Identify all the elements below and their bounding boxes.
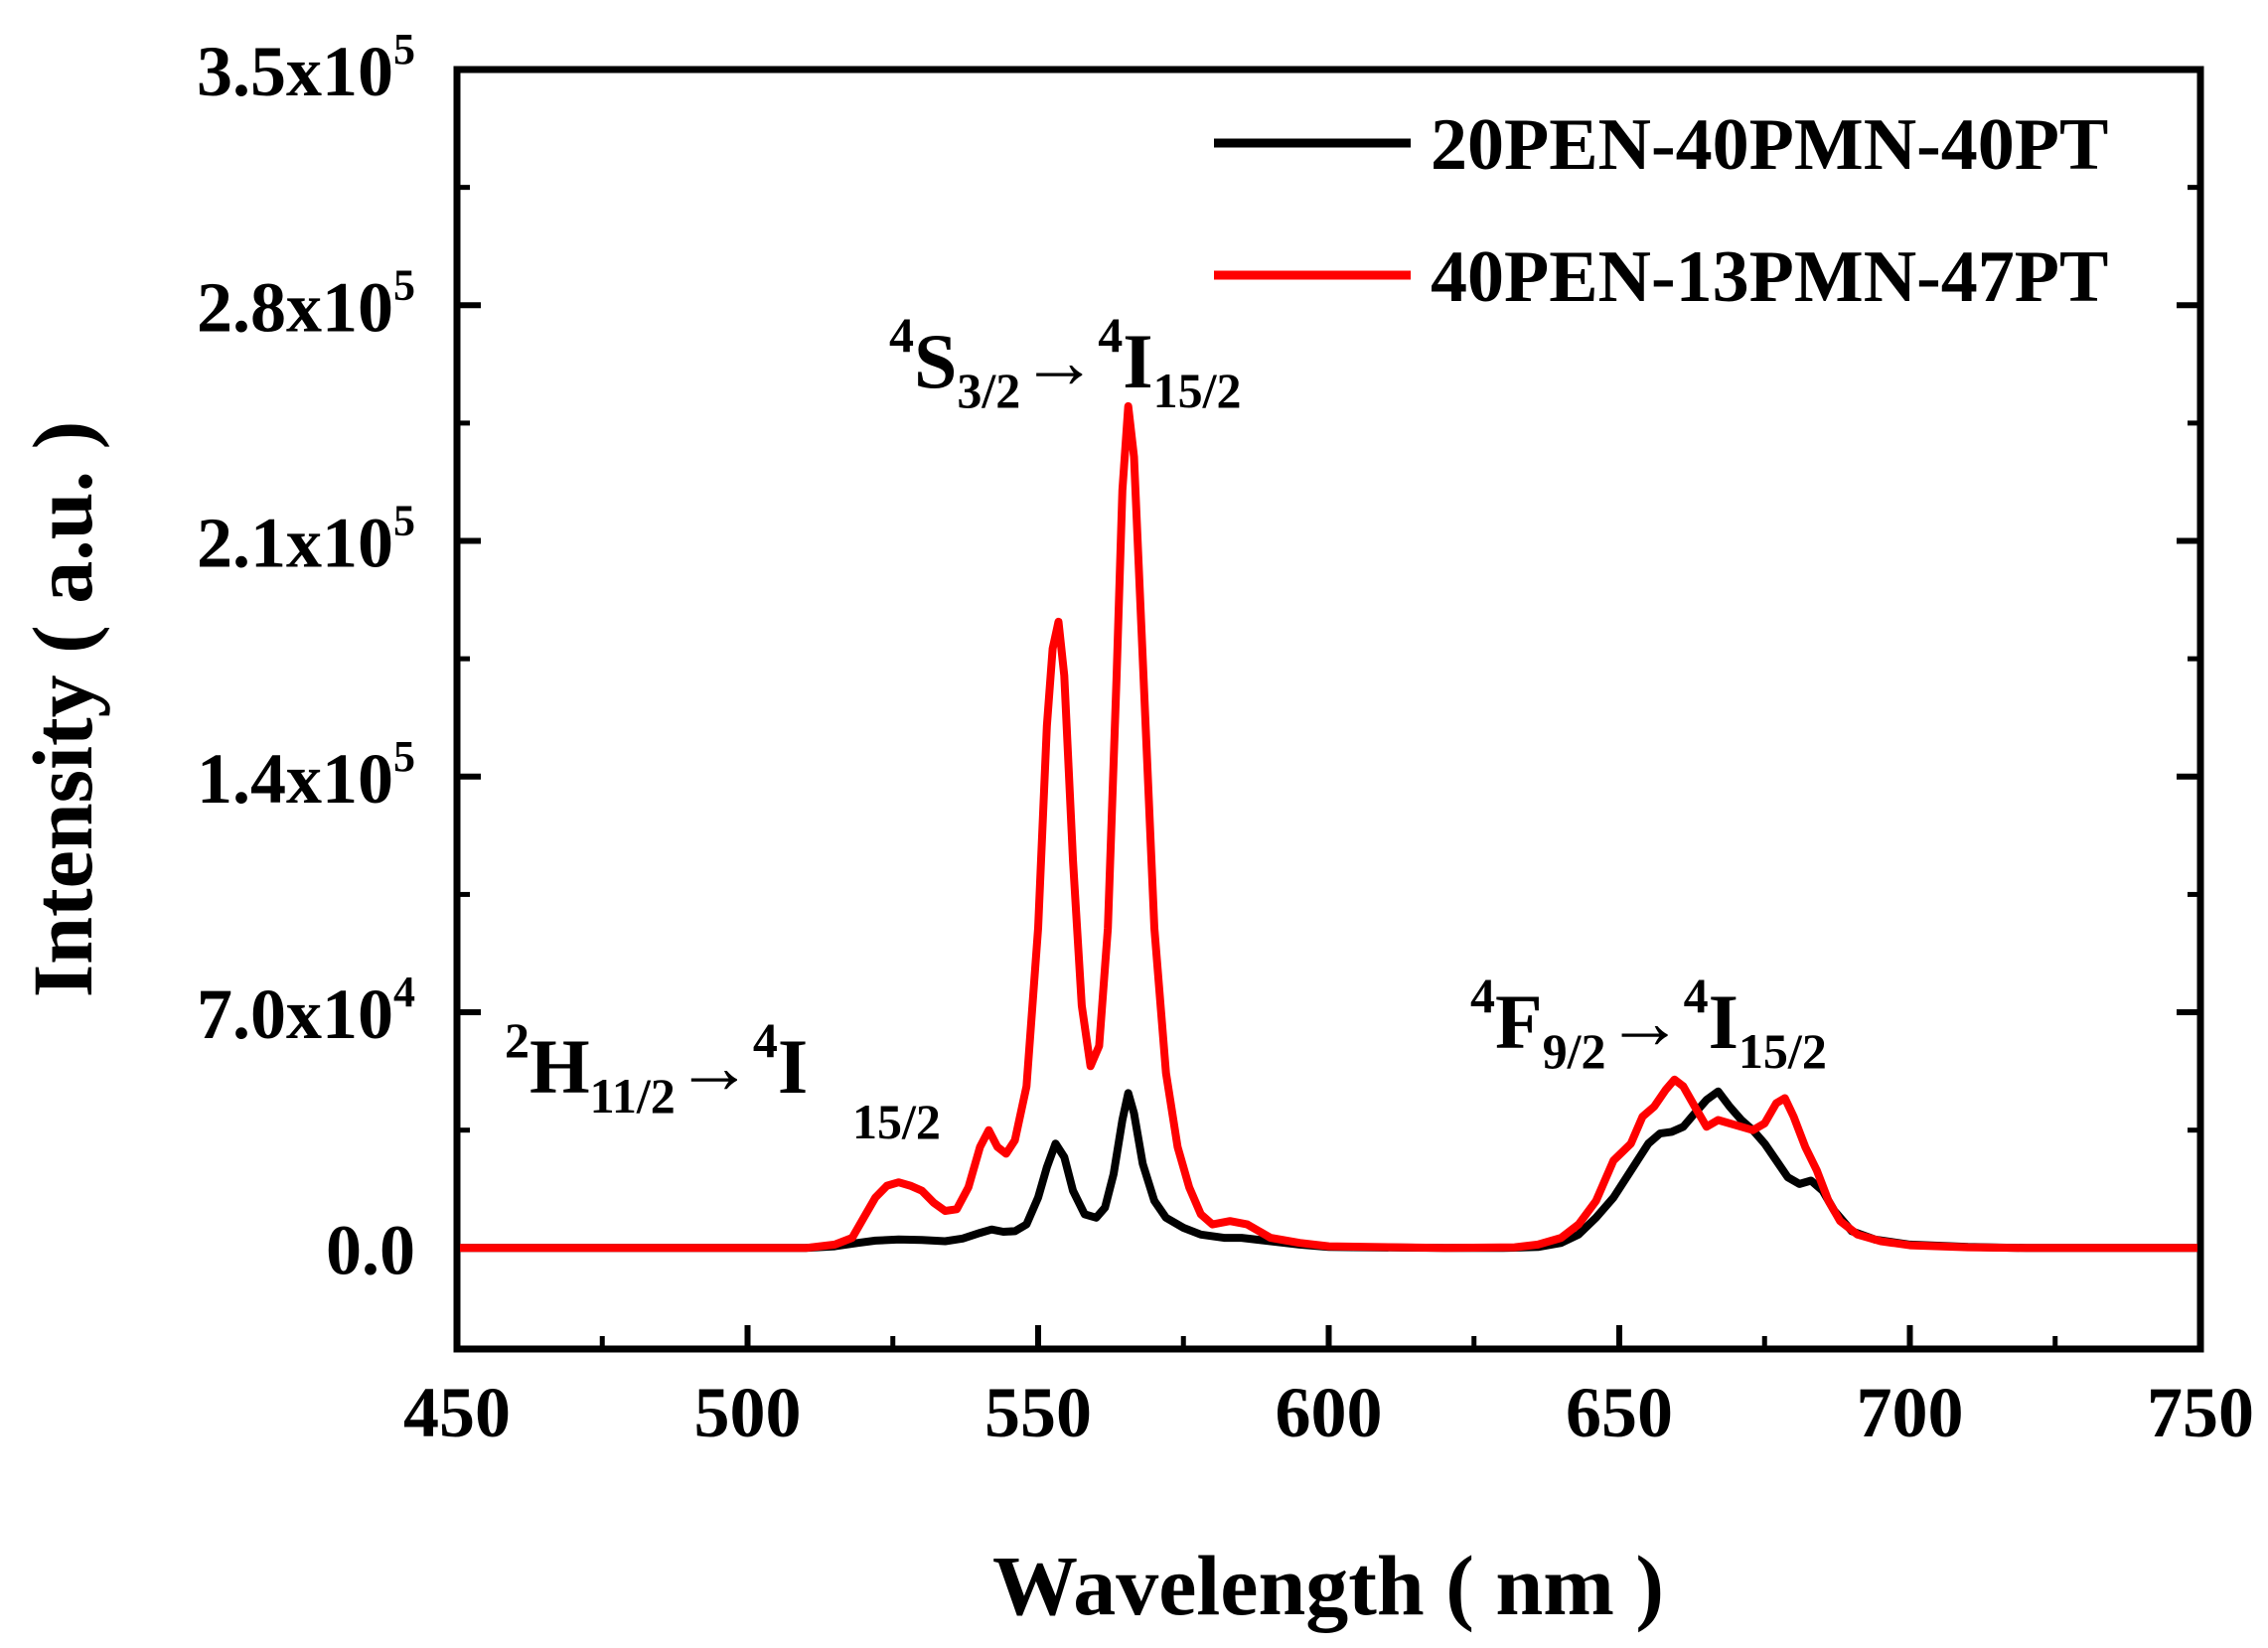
annotation-sup: 4 [1470,968,1495,1023]
svg-text:2H11/2→4I15/2: 2H11/2→4I 15/2 [505,1012,941,1149]
x-tick-label: 450 [403,1373,511,1452]
y-tick-label: 2.8x105 [197,260,415,347]
annotation-2H11-transition: 2H11/2→4I 15/2 [505,1012,941,1149]
series-line-1 [460,1087,2197,1253]
annotation-sub: 9/2 [1543,1023,1606,1079]
legend-label-series-2: 40PEN-13PMN-47PT [1431,236,2108,318]
y-tick-label: 1.4x105 [197,732,415,819]
annotation-4F92-transition: 4F9/2→4I15/2 [1470,968,1827,1079]
annotation-sub-final: 15/2 [1739,1023,1827,1079]
x-tick-label: 500 [694,1373,802,1452]
annotation-arrow: → [1020,318,1098,404]
axis-ticks [454,67,2203,1349]
x-tick-label: 700 [1857,1373,1964,1452]
y-tick-label: 3.5x105 [197,25,415,111]
annotation-arrow: → [1606,978,1684,1065]
series-line-2 [460,401,2197,1253]
annotation-sup: 2 [505,1012,529,1068]
svg-text:4F9/2→4I15/2: 4F9/2→4I15/2 [1470,968,1827,1079]
annotation-sup-final: 4 [1684,968,1709,1023]
annotation-sup: 4 [889,307,914,363]
x-tick-label: 550 [984,1373,1092,1452]
annotation-sub-final: 15/2 [852,1094,941,1149]
series-lines [460,401,2197,1253]
annotation-sub-final: 15/2 [1153,363,1242,418]
tick-labels: 450 500 550 600 650 700 750 0.0 7.0x104 1.4x105 2.… [197,25,2254,1452]
annotation-level: H [529,1023,590,1110]
y-tick-label: 0.0 [326,1210,415,1289]
legend-label-series-1: 20PEN-40PMN-40PT [1431,104,2108,186]
annotation-4S32-transition: 4S3/2→4I15/2 [889,307,1242,418]
y-axis-title: Intensity ( a.u. ) [15,421,110,998]
annotation-sup-final: 4 [753,1012,778,1068]
x-tick-label: 650 [1566,1373,1673,1452]
y-tick-label: 2.1x105 [197,497,415,583]
y-tick-label: 7.0x104 [197,968,415,1054]
annotation-level-final: I [1123,318,1152,404]
svg-text:4S3/2→4I15/2: 4S3/2→4I15/2 [889,307,1242,418]
annotation-arrow: → [676,1023,753,1110]
annotation-level-final: I [1709,978,1739,1065]
annotation-sub: 11/2 [590,1068,676,1124]
annotation-sup-final: 4 [1098,307,1123,363]
annotation-level-final: I [778,1023,808,1110]
legend: 20PEN-40PMN-40PT 40PEN-13PMN-47PT [1214,104,2108,318]
annotation-sub: 3/2 [957,363,1020,418]
x-axis-title: Wavelength ( nm ) [992,1538,1664,1633]
x-tick-label: 600 [1276,1373,1383,1452]
annotation-level: F [1495,978,1543,1065]
annotation-level: S [914,318,957,404]
x-tick-label: 750 [2147,1373,2254,1452]
